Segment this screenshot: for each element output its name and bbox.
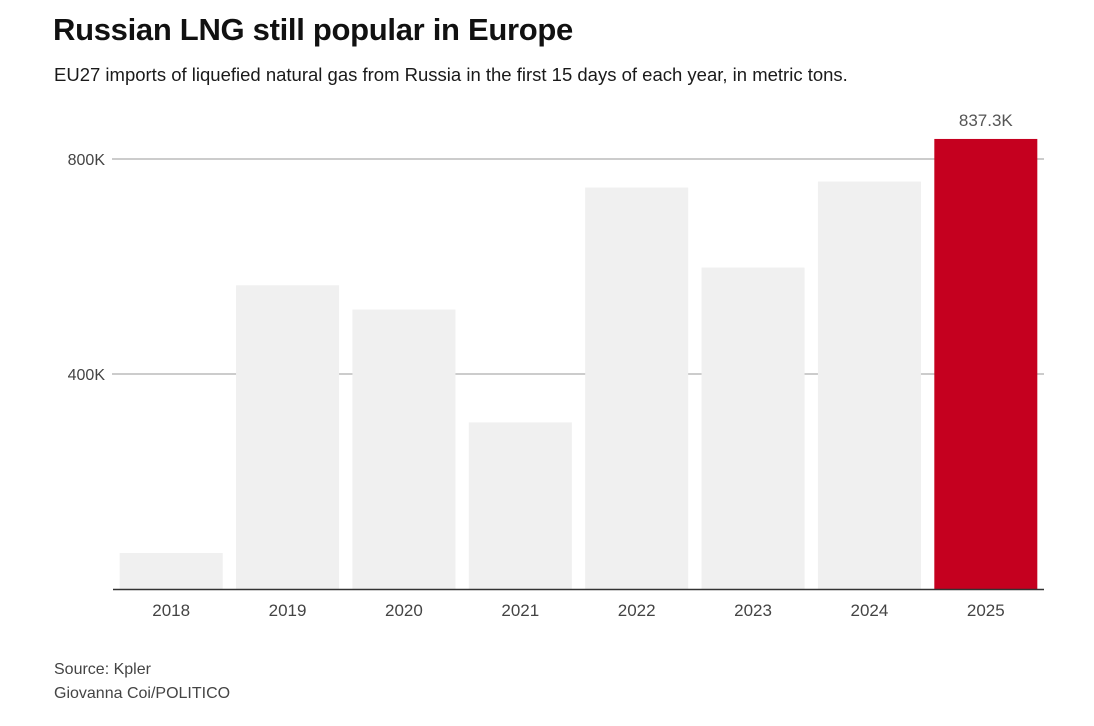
x-tick-label: 2018 <box>152 601 190 620</box>
labels: 400K 800K 2018 2019 2020 2021 2022 2023 2024 2025… <box>68 111 1014 620</box>
bar-2018 <box>119 552 223 589</box>
bar-chart: 400K 800K 2018 2019 2020 2021 2022 2023 2024 2025… <box>68 111 1044 620</box>
bar-2020 <box>352 309 456 589</box>
bar-2021 <box>468 422 572 589</box>
credit-note: Giovanna Coi/POLITICO <box>54 685 231 702</box>
chart-title: Russian LNG still popular in Europe <box>53 12 573 47</box>
data-label-2025: 837.3K <box>959 111 1014 130</box>
bar-2019 <box>236 285 340 589</box>
bar-2022 <box>585 187 689 590</box>
bar-2023 <box>701 267 805 589</box>
x-tick-label: 2024 <box>851 601 889 620</box>
bars <box>119 138 1038 590</box>
chart-subtitle: EU27 imports of liquefied natural gas fr… <box>54 64 848 85</box>
x-tick-label: 2025 <box>967 601 1005 620</box>
y-tick-label: 800K <box>68 152 106 169</box>
bar-2025 <box>934 138 1038 590</box>
x-tick-label: 2021 <box>501 601 539 620</box>
x-tick-label: 2019 <box>269 601 307 620</box>
source-note: Source: Kpler <box>54 661 151 678</box>
y-tick-label: 400K <box>68 367 106 384</box>
x-tick-label: 2020 <box>385 601 423 620</box>
x-tick-label: 2022 <box>618 601 656 620</box>
x-tick-label: 2023 <box>734 601 772 620</box>
bar-2024 <box>817 181 921 589</box>
